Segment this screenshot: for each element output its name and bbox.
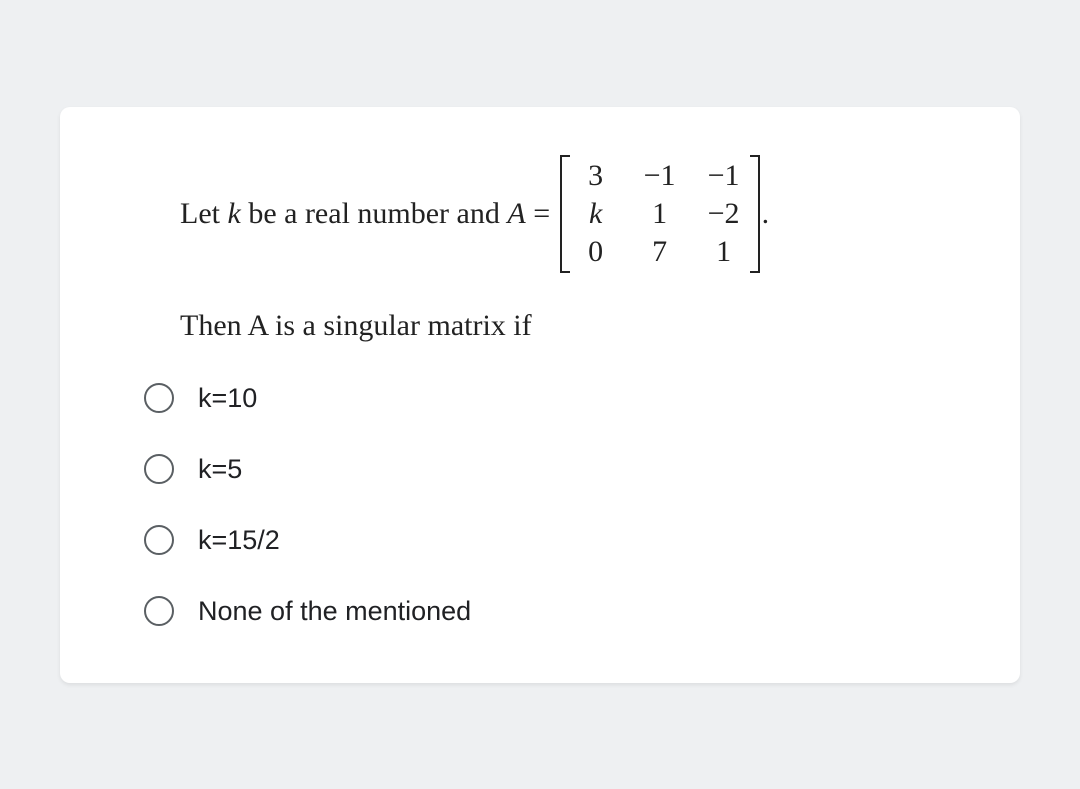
matrix-grid: 3 −1 −1 k 1 −2 0 7 1 [570, 155, 750, 273]
matrix-A: 3 −1 −1 k 1 −2 0 7 1 [560, 155, 760, 273]
option-k-5[interactable]: k=5 [144, 454, 960, 485]
matrix-cell: −2 [706, 197, 742, 231]
text-mid: be a real number and [241, 197, 508, 231]
options-list: k=10 k=5 k=15/2 None of the mentioned [120, 383, 960, 627]
text-then: Then [180, 309, 248, 342]
radio-icon[interactable] [144, 525, 174, 555]
option-none[interactable]: None of the mentioned [144, 596, 960, 627]
text-period: . [762, 197, 770, 231]
var-k: k [227, 197, 240, 231]
text-eq: = [526, 197, 558, 231]
var-A2: A [248, 309, 268, 342]
var-A: A [507, 197, 525, 231]
question-line-2: Then A is a singular matrix if [180, 309, 960, 343]
matrix-cell: 3 [578, 159, 614, 193]
radio-icon[interactable] [144, 454, 174, 484]
bracket-left [560, 155, 570, 273]
option-k-15-2[interactable]: k=15/2 [144, 525, 960, 556]
question-text: Let k be a real number and A = 3 −1 −1 k… [120, 155, 960, 343]
matrix-cell: −1 [642, 159, 678, 193]
matrix-cell: 1 [706, 235, 742, 269]
matrix-cell: 7 [642, 235, 678, 269]
text-suffix: is a singular matrix if [268, 309, 532, 342]
matrix-cell: −1 [706, 159, 742, 193]
matrix-cell: 0 [578, 235, 614, 269]
option-label: k=15/2 [198, 525, 280, 556]
matrix-cell: 1 [642, 197, 678, 231]
text-let: Let [180, 197, 227, 231]
question-line-1: Let k be a real number and A = 3 −1 −1 k… [180, 155, 960, 273]
option-label: k=5 [198, 454, 242, 485]
option-k-10[interactable]: k=10 [144, 383, 960, 414]
matrix-cell: k [578, 197, 614, 231]
radio-icon[interactable] [144, 596, 174, 626]
option-label: k=10 [198, 383, 257, 414]
radio-icon[interactable] [144, 383, 174, 413]
option-label: None of the mentioned [198, 596, 471, 627]
question-card: Let k be a real number and A = 3 −1 −1 k… [60, 107, 1020, 683]
bracket-right [750, 155, 760, 273]
